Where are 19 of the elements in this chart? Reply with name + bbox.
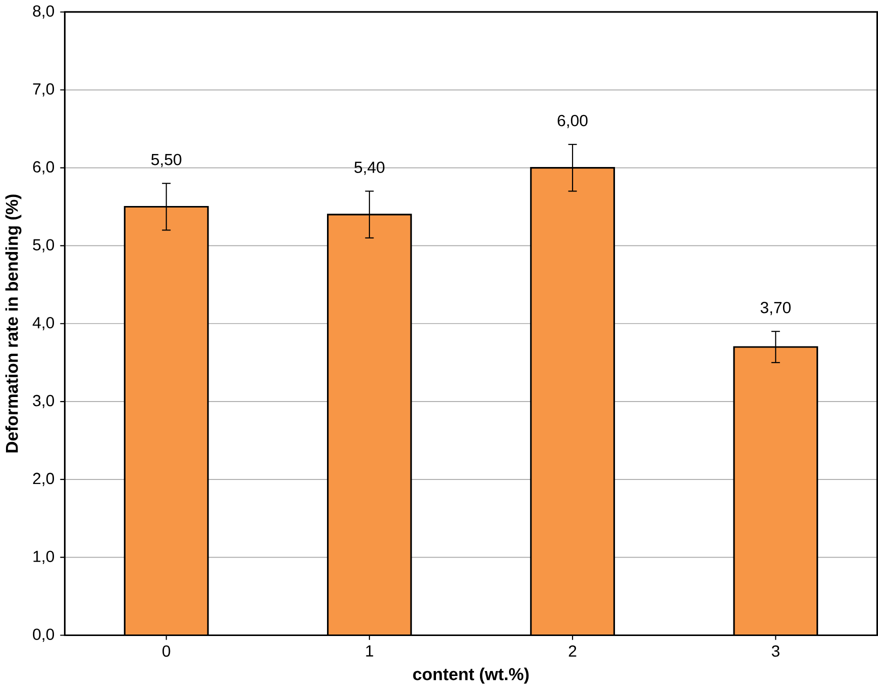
y-tick-label: 6,0 bbox=[33, 161, 54, 174]
x-axis-title: content (wt.%) bbox=[413, 668, 529, 684]
y-tick-label: 1,0 bbox=[34, 550, 54, 564]
data-label: 5,40 bbox=[354, 162, 384, 175]
x-tick-label: 0 bbox=[162, 645, 170, 657]
y-tick-label: 7,0 bbox=[33, 83, 54, 97]
y-tick-label: 0,0 bbox=[32, 628, 54, 642]
y-tick-label: 8,0 bbox=[33, 5, 54, 19]
y-tick-label: 3,0 bbox=[32, 394, 54, 408]
y-axis-title: Deformation rate in bending (%) bbox=[5, 194, 22, 452]
data-label: 3,70 bbox=[760, 302, 791, 316]
y-tick-label: 4,0 bbox=[32, 316, 54, 330]
data-label: 6,00 bbox=[558, 114, 588, 128]
x-tick-label: 1 bbox=[366, 645, 374, 656]
x-tick-label: 2 bbox=[568, 645, 576, 657]
data-label: 5,50 bbox=[151, 154, 182, 168]
y-tick-label: 2,0 bbox=[33, 472, 54, 486]
x-tick-label: 3 bbox=[772, 645, 780, 657]
y-tick-label: 5,0 bbox=[32, 239, 54, 252]
